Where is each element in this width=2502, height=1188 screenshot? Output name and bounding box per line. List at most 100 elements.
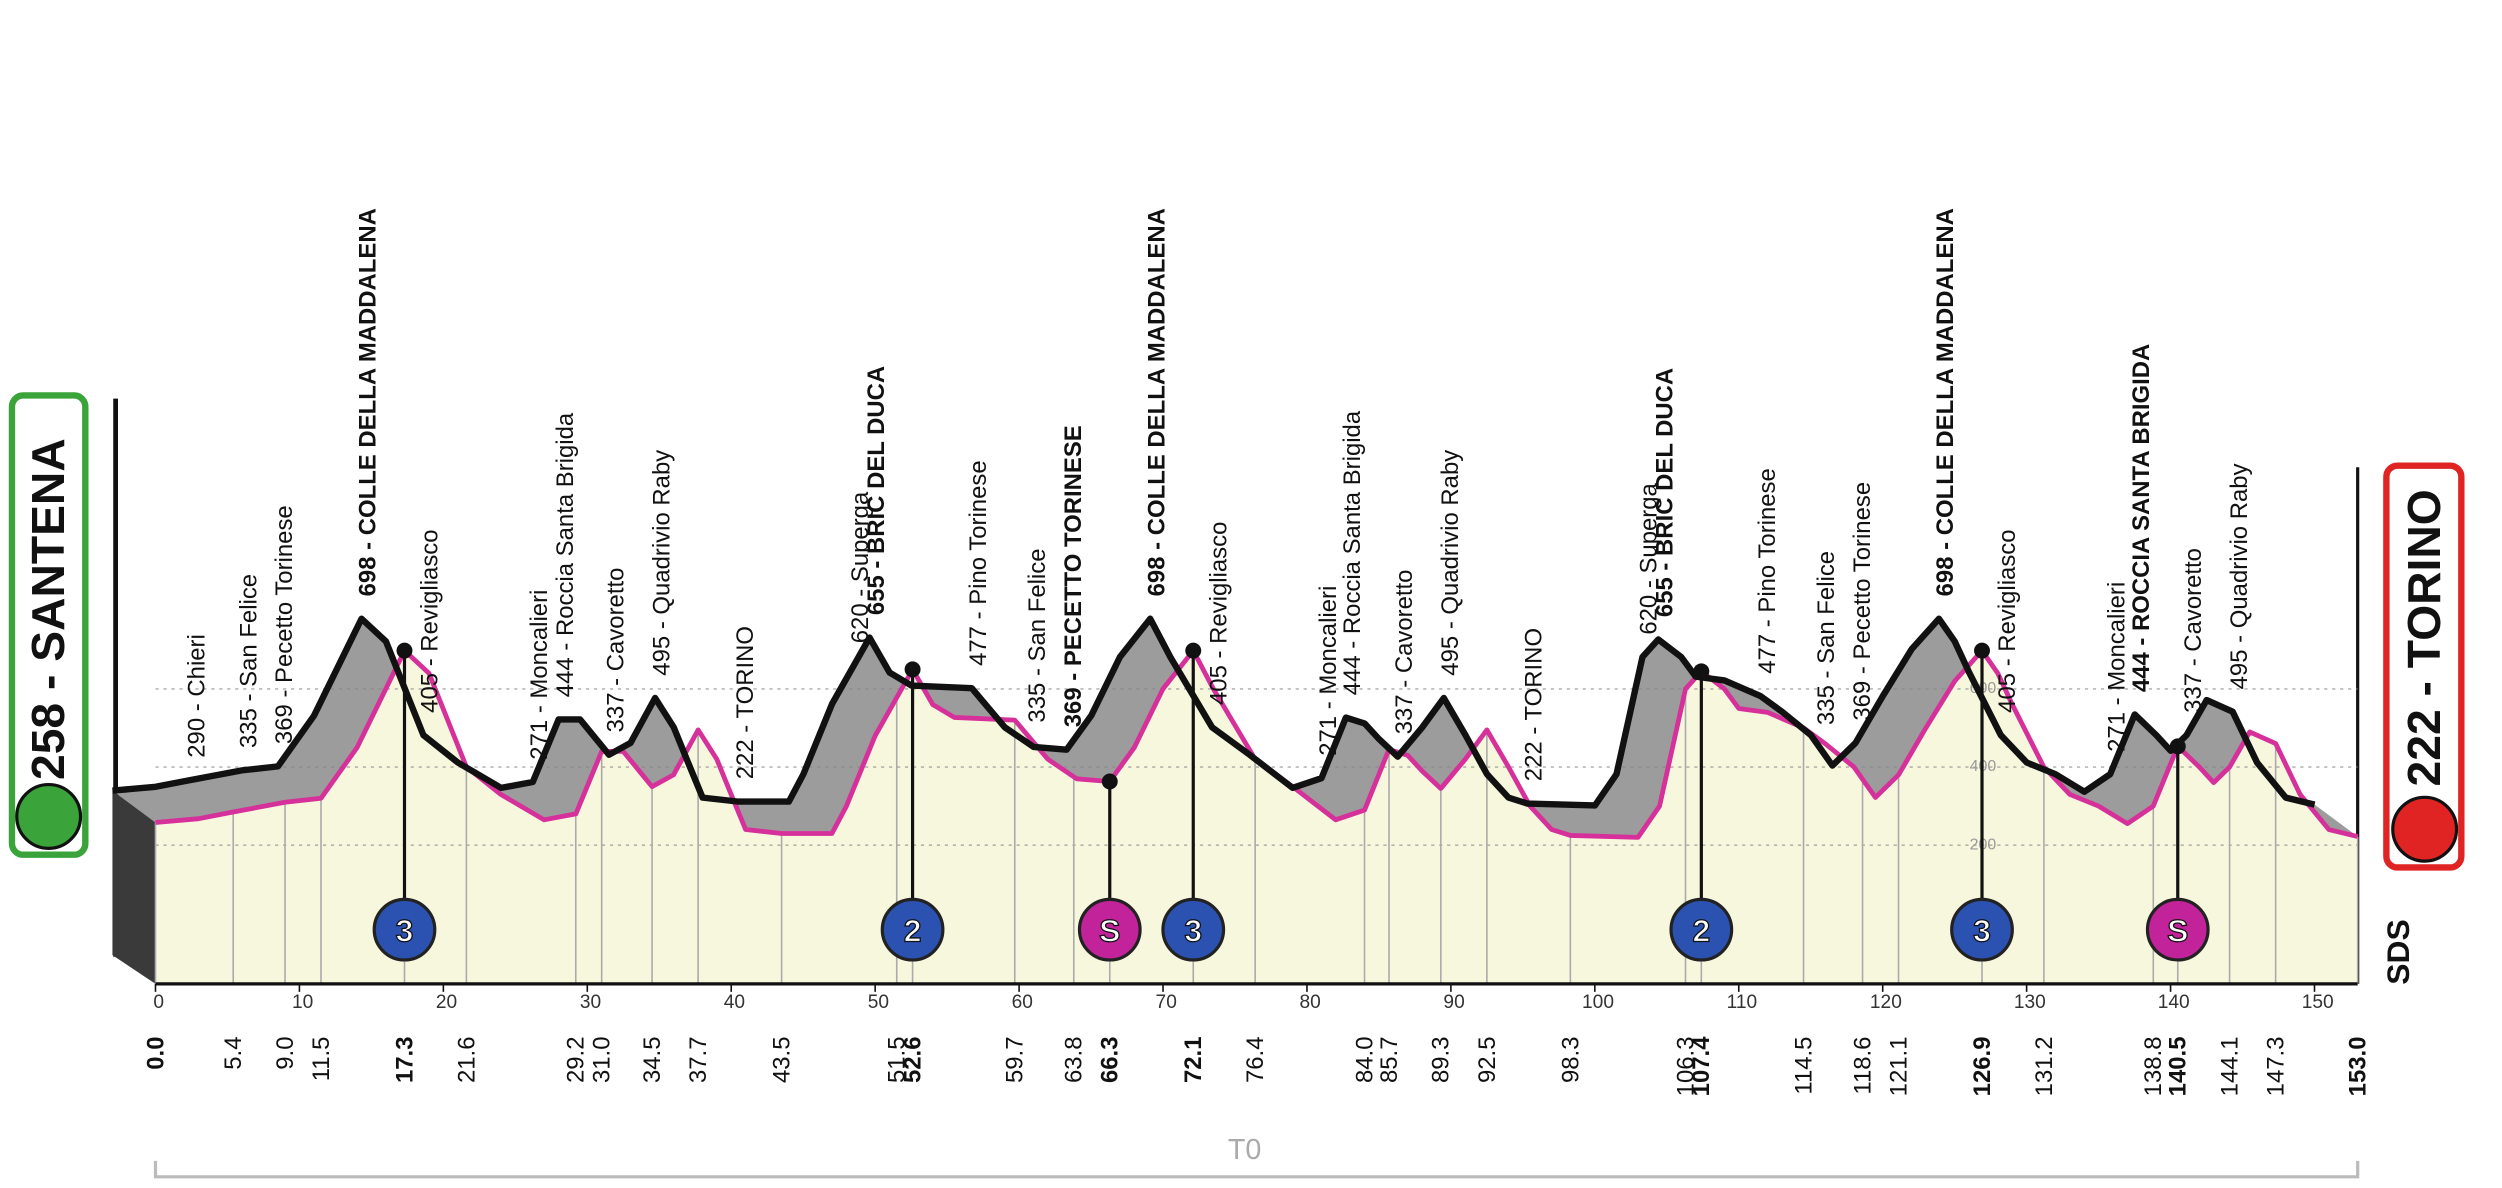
classification-icon xyxy=(2145,897,2210,962)
classification-icon xyxy=(1669,897,1734,962)
place-label: 337 - Cavoretto xyxy=(602,568,629,733)
place-label: 335 - San Felice xyxy=(235,574,262,748)
km-label: 34.5 xyxy=(639,1037,666,1084)
km-label: 131.2 xyxy=(2031,1037,2058,1097)
place-label: 222 - TORINO xyxy=(1521,628,1548,781)
classification-icon xyxy=(1950,897,2014,962)
x-tick-label: 90 xyxy=(1443,992,1464,1013)
place-label: 405 - Revigliasco xyxy=(1205,522,1232,705)
place-label: 335 - San Felice xyxy=(1024,548,1051,722)
profile-front-line xyxy=(112,615,2316,809)
place-label: 477 - Pino Torinese xyxy=(965,460,992,666)
classification-point xyxy=(1185,642,1202,659)
km-label: 37.7 xyxy=(685,1037,712,1084)
profile-wall xyxy=(112,790,156,984)
km-label: 98.3 xyxy=(1557,1037,1584,1084)
km-label: 121.1 xyxy=(1885,1037,1912,1097)
x-tick-label: 130 xyxy=(2014,992,2046,1013)
classification-icon xyxy=(372,897,437,962)
km-label: 29.2 xyxy=(563,1037,590,1084)
km-label: 11.5 xyxy=(308,1037,335,1082)
classification-label: 3 xyxy=(1973,912,1991,948)
km-label: 114.5 xyxy=(1790,1037,1817,1095)
km-label: 118.6 xyxy=(1849,1037,1876,1095)
x-tick-label: 10 xyxy=(292,992,313,1013)
finish-icon xyxy=(2391,795,2459,863)
place-label: 271 - Moncalieri xyxy=(526,590,553,760)
place-label: 444 - ROCCIA SANTA BRIGIDA xyxy=(2128,344,2155,692)
km-label: 92.5 xyxy=(1474,1037,1501,1084)
km-label: 144.1 xyxy=(2216,1037,2243,1097)
km-label: 153.0 xyxy=(2345,1037,2372,1097)
x-tick-label: 110 xyxy=(1727,992,1758,1013)
finish-box xyxy=(2383,462,2465,871)
km-label: 89.3 xyxy=(1428,1037,1455,1084)
bracket-label: T0 xyxy=(1228,1134,1261,1166)
x-tick-label: 150 xyxy=(2302,992,2334,1013)
km-label: 31.0 xyxy=(589,1037,616,1084)
x-tick-label: 140 xyxy=(2158,992,2190,1013)
km-label: 43.5 xyxy=(769,1037,796,1084)
place-label: 337 - Cavoretto xyxy=(2180,548,2207,713)
x-tick-label: 40 xyxy=(724,992,745,1013)
place-label: 620 - Superga xyxy=(1636,482,1663,634)
x-tick-label: 20 xyxy=(436,992,457,1013)
place-label: 698 - COLLE DELLA MADDALENA xyxy=(355,208,382,596)
place-label: 655 - BRIC DEL DUCA xyxy=(863,366,890,615)
bracket xyxy=(153,1160,2360,1179)
classification-point xyxy=(1693,663,1710,680)
km-label: 147.3 xyxy=(2263,1037,2290,1097)
start-box xyxy=(8,392,89,858)
place-label: 495 - Quadrivio Raby xyxy=(648,450,675,676)
km-label: 76.4 xyxy=(1242,1037,1269,1084)
place-label: 495 - Quadrivio Raby xyxy=(2226,463,2253,689)
km-label: 107.4 xyxy=(1688,1036,1715,1097)
classification-icon xyxy=(1161,897,1226,962)
km-label: 52.6 xyxy=(899,1037,926,1084)
classification-label: S xyxy=(2167,912,2188,948)
km-label: 138.8 xyxy=(2140,1037,2167,1097)
classification-point xyxy=(1974,642,1990,659)
start-icon xyxy=(15,782,83,850)
classification-label: 3 xyxy=(1184,912,1202,948)
km-label: 72.1 xyxy=(1180,1037,1207,1084)
km-label: 126.9 xyxy=(1969,1037,1996,1097)
classification-point xyxy=(904,661,921,678)
km-label: 106.3 xyxy=(1672,1037,1699,1097)
x-tick-label: 0 xyxy=(153,992,164,1013)
classification-point xyxy=(396,642,413,659)
classification-point xyxy=(1101,773,1118,790)
place-label: 271 - Moncalieri xyxy=(1315,586,1342,756)
km-label: 0.0 xyxy=(142,1037,169,1070)
place-label: 335 - San Felice xyxy=(1813,551,1840,725)
classification-label: 3 xyxy=(396,912,414,948)
place-label: 290 - Chieri xyxy=(183,634,210,758)
place-label: 271 - Moncalieri xyxy=(2104,582,2131,752)
place-label: 477 - Pino Torinese xyxy=(1754,468,1781,674)
place-label: 655 - BRIC DEL DUCA xyxy=(1652,368,1679,617)
km-label: 51.5 xyxy=(884,1037,911,1084)
place-label: 369 - Pecetto Torinese xyxy=(1849,482,1876,721)
km-label: 5.4 xyxy=(220,1037,247,1070)
place-label: 444 - Roccia Santa Brigida xyxy=(1339,410,1366,695)
place-label: 405 - Revigliasco xyxy=(1994,529,2021,712)
x-tick-label: 50 xyxy=(868,992,889,1013)
km-label: 59.7 xyxy=(1002,1037,1029,1084)
place-label: 369 - PECETTO TORINESE xyxy=(1060,425,1087,727)
place-label: 620 - Superga xyxy=(847,491,874,643)
km-label: 66.3 xyxy=(1097,1037,1124,1084)
place-label: 369 - Pecetto Torinese xyxy=(271,505,298,744)
logo: SDS xyxy=(2380,919,2416,985)
km-label: 140.5 xyxy=(2165,1037,2192,1097)
place-label: 222 - TORINO xyxy=(732,626,759,779)
x-tick-label: 70 xyxy=(1156,992,1177,1013)
x-tick-label: 80 xyxy=(1300,992,1321,1013)
classification-icon xyxy=(1077,897,1142,962)
x-tick-label: 100 xyxy=(1582,992,1614,1013)
place-label: 698 - COLLE DELLA MADDALENA xyxy=(1143,208,1170,596)
profile-area xyxy=(155,650,2358,984)
place-label: 444 - Roccia Santa Brigida xyxy=(552,412,579,697)
x-tick-label: 30 xyxy=(580,992,601,1013)
